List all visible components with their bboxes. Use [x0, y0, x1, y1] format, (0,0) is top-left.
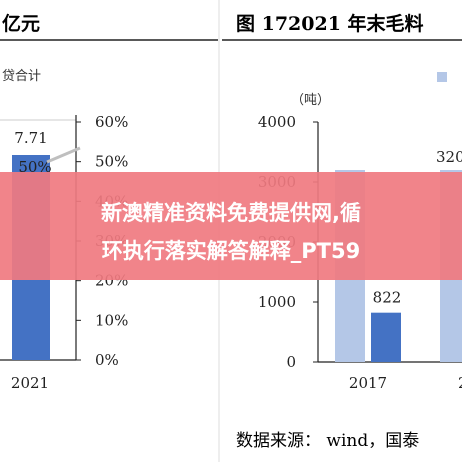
left-tick-label: 10% — [95, 311, 128, 329]
left-tick-label: 50% — [95, 153, 128, 171]
right-unit-label: （吨） — [291, 93, 330, 108]
left-subtitle: 贷合计 — [2, 69, 41, 84]
right-bar-series-1-cat-0 — [371, 312, 401, 362]
right-bar-data-label-822: 822 — [373, 289, 402, 307]
left-ratio-line — [46, 146, 81, 164]
right-x-tick-2017: 2017 — [349, 374, 387, 392]
right-tick-label: 1000 — [258, 293, 296, 311]
right-x-tick-2018: 2 — [458, 374, 462, 392]
right-source-note: 数据来源： wind，国泰 — [236, 431, 419, 451]
left-tick-label: 0% — [95, 351, 119, 369]
left-x-tick-2021: 2021 — [11, 374, 49, 392]
right-tick-label: 0 — [286, 353, 296, 371]
left-ratio-label: 50% — [18, 158, 51, 176]
right-bar-data-label-320: 320 — [436, 148, 462, 166]
banner-line-2: 环执行落实解答解释_PT59 — [102, 239, 360, 263]
right-legend-swatch — [437, 72, 447, 82]
banner-line-1: 新澳精准资料免费提供网,循 — [101, 201, 361, 225]
left-title: 亿元 — [2, 12, 40, 35]
left-tick-label: 60% — [95, 113, 128, 131]
right-title: 图 172021 年末毛料 — [236, 12, 424, 35]
left-bar-data-label: 7.71 — [14, 129, 47, 147]
overlay-banner — [0, 172, 462, 280]
right-tick-label: 4000 — [258, 113, 296, 131]
